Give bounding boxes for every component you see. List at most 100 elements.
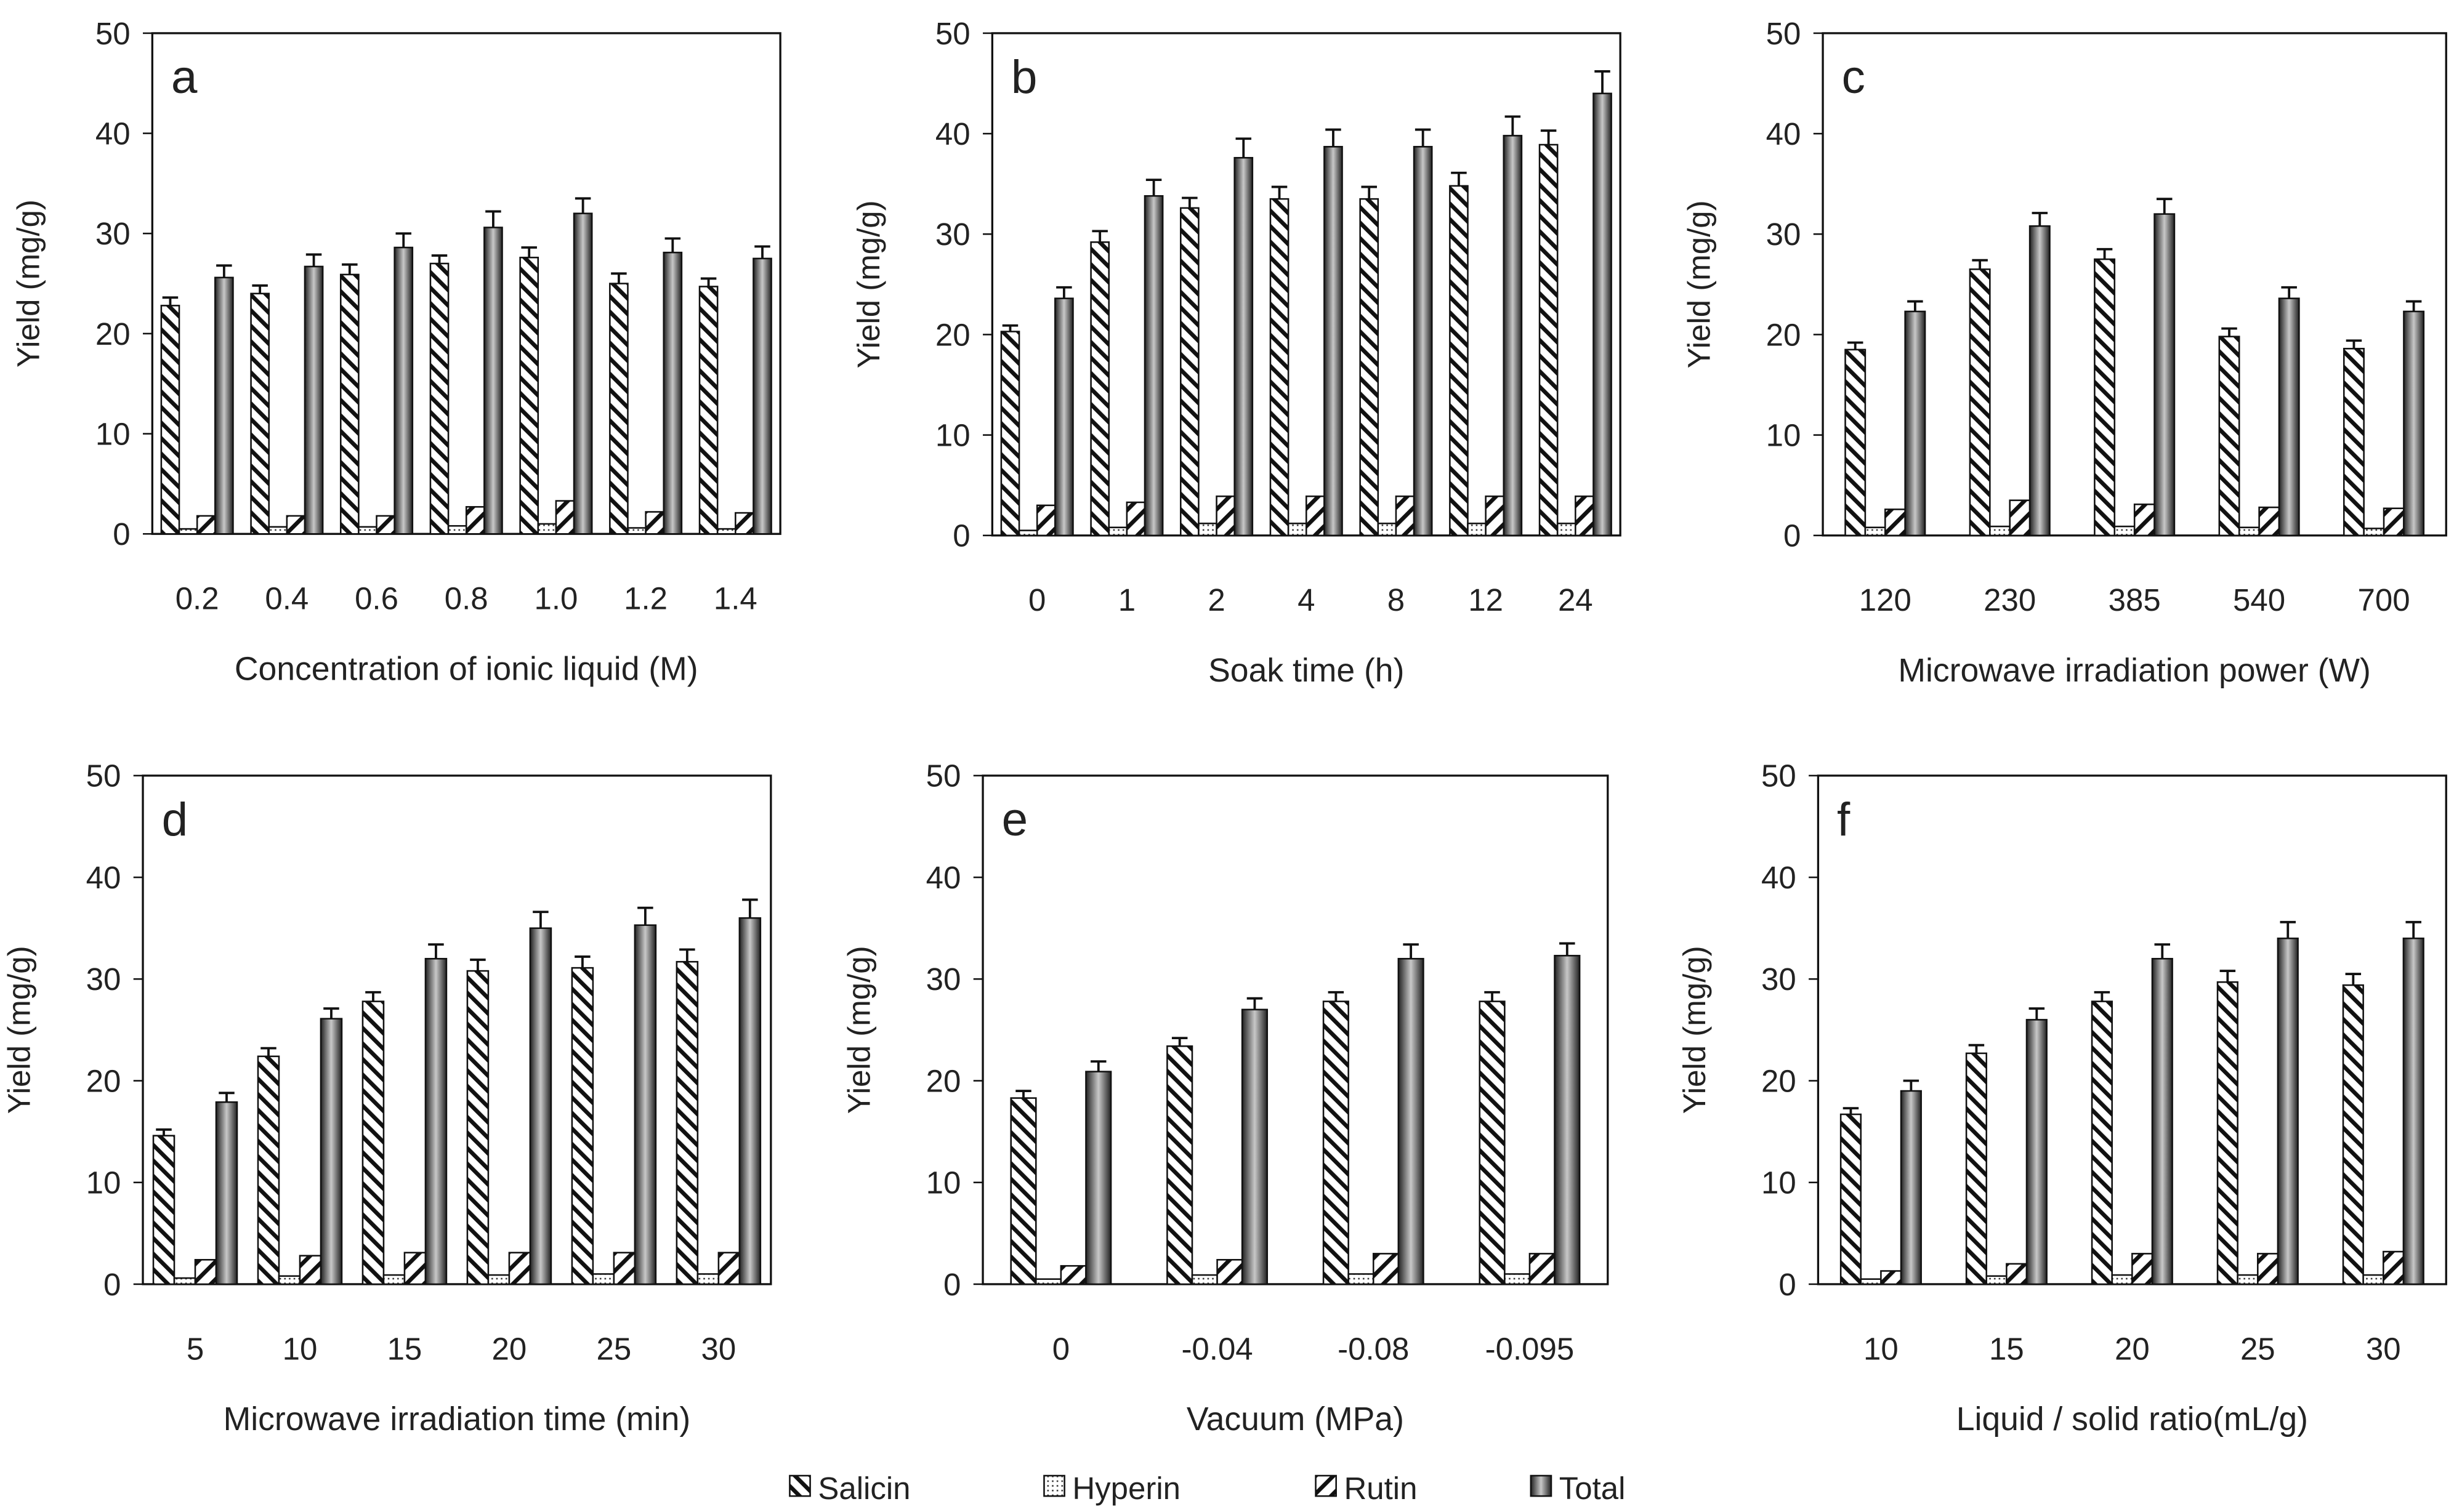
bar-salicin: [160, 305, 180, 535]
bar-salicin: [1839, 1113, 1862, 1285]
panel-letter: a: [171, 51, 198, 103]
bar-total: [1413, 146, 1433, 537]
y-tick-label: 30: [86, 962, 121, 997]
x-tick-label: 1.4: [714, 581, 757, 616]
bar-total: [2025, 1019, 2048, 1285]
panel-letter: e: [1002, 794, 1028, 846]
bar-total: [529, 927, 552, 1285]
bar-hyperin: [447, 525, 467, 535]
bar-salicin: [2343, 348, 2365, 537]
bar-hyperin: [1864, 526, 1886, 537]
bar-salicin: [698, 286, 719, 535]
x-tick-label: 700: [2357, 582, 2410, 617]
y-tick-label: 10: [1761, 1165, 1796, 1200]
y-tick-label: 20: [1766, 317, 1801, 352]
x-tick-label: 15: [387, 1331, 422, 1366]
bar-rutin: [1528, 1253, 1556, 1285]
y-tick-label: 0: [113, 517, 130, 552]
plot-area: [151, 32, 781, 535]
panel-c: 0 10 20 30 40 50 Yield (mg/g) c 120 230 385 540 700 M…: [1681, 16, 2447, 689]
bar-total: [394, 246, 414, 535]
bar-salicin: [1010, 1097, 1037, 1285]
bar-rutin: [1372, 1253, 1400, 1285]
y-tick-label: 0: [103, 1267, 121, 1302]
bar-hyperin: [2362, 1274, 2384, 1285]
legend-label: Salicin: [818, 1471, 910, 1506]
panel-d: 0 10 20 30 40 50 Yield (mg/g) d 5 10 15 20 25 30 Micro…: [1, 758, 772, 1438]
bar-rutin: [403, 1252, 427, 1285]
x-tick-label: 10: [283, 1331, 318, 1366]
x-tick-label: 8: [1387, 582, 1405, 617]
x-tick-label: 25: [597, 1331, 632, 1366]
y-tick-label: 40: [935, 116, 971, 151]
bar-hyperin: [716, 528, 737, 535]
y-tick-label: 50: [86, 758, 121, 794]
y-axis-label: Yield (mg/g): [1677, 946, 1712, 1114]
bar-salicin: [1322, 1000, 1349, 1285]
bar-rutin: [2009, 499, 2031, 537]
bar-hyperin: [178, 528, 198, 535]
bar-total: [1554, 955, 1581, 1285]
x-axis-label: Concentration of ionic liquid (M): [235, 651, 698, 687]
y-tick-label: 30: [95, 216, 131, 251]
x-tick-label: 540: [2233, 582, 2285, 617]
bar-salicin: [2342, 984, 2364, 1285]
y-tick-label: 10: [95, 416, 131, 451]
bar-rutin: [1575, 495, 1594, 537]
bar-hyperin: [1108, 526, 1128, 537]
x-tick-label: 0.6: [355, 581, 398, 616]
bar-salicin: [2094, 258, 2116, 537]
x-tick-label: 24: [1558, 582, 1593, 617]
panel-f: 0 10 20 30 40 50 Yield (mg/g) f 10 15 20 25 30 Liquid…: [1677, 758, 2447, 1438]
bar-salicin: [1479, 1000, 1506, 1285]
y-tick-label: 10: [1766, 417, 1801, 452]
bar-hyperin: [278, 1275, 301, 1285]
bar-total: [1054, 297, 1074, 537]
y-tick-label: 50: [1761, 758, 1796, 794]
y-tick-label: 20: [1761, 1063, 1796, 1098]
x-tick-label: 120: [1859, 582, 1911, 617]
bar-hyperin: [173, 1277, 196, 1285]
plot-area: [1822, 32, 2447, 537]
x-tick-label: 0.2: [176, 581, 219, 616]
bar-hyperin: [1504, 1273, 1531, 1285]
x-axis-label: Microwave irradiation time (min): [224, 1401, 691, 1438]
x-tick-label: 2: [1208, 582, 1225, 617]
bar-rutin: [1036, 504, 1056, 537]
y-tick-label: 10: [926, 1165, 961, 1200]
y-tick-label: 0: [953, 518, 970, 553]
legend-label: Rutin: [1344, 1471, 1417, 1506]
bar-rutin: [613, 1252, 636, 1285]
bar-salicin: [1844, 348, 1867, 537]
bar-hyperin: [1287, 522, 1307, 537]
bar-salicin: [250, 292, 270, 535]
bar-hyperin: [1377, 522, 1397, 537]
bar-rutin: [645, 511, 665, 535]
bar-total: [215, 1101, 238, 1285]
bar-hyperin: [1556, 522, 1576, 537]
x-tick-label: 20: [492, 1331, 527, 1366]
bar-total: [214, 276, 234, 535]
bar-salicin: [429, 262, 450, 535]
x-tick-label: 0: [1028, 582, 1046, 617]
bar-hyperin: [592, 1273, 615, 1285]
y-tick-label: 50: [1766, 16, 1801, 51]
bar-hyperin: [537, 523, 557, 535]
legend-label: Total: [1559, 1471, 1626, 1506]
x-axis-label: Soak time (h): [1208, 653, 1404, 689]
bar-rutin: [376, 515, 395, 535]
panel-a: 0 10 20 30 40 50 Yield (mg/g) a 0.2 0.4 0.6 0.8 1.0 1…: [11, 16, 781, 687]
bar-salicin: [676, 960, 699, 1285]
bar-salicin: [2216, 981, 2238, 1285]
legend-swatch-hyperin: [1043, 1474, 1065, 1497]
plot-area: [991, 32, 1621, 537]
bar-hyperin: [1191, 1274, 1218, 1285]
bar-hyperin: [1860, 1278, 1882, 1285]
bar-salicin: [1000, 331, 1020, 537]
bar-hyperin: [1989, 525, 2011, 537]
bar-rutin: [1880, 1270, 1902, 1285]
x-tick-label: -0.04: [1181, 1331, 1253, 1366]
y-tick-label: 50: [926, 758, 961, 794]
bar-total: [483, 227, 503, 535]
